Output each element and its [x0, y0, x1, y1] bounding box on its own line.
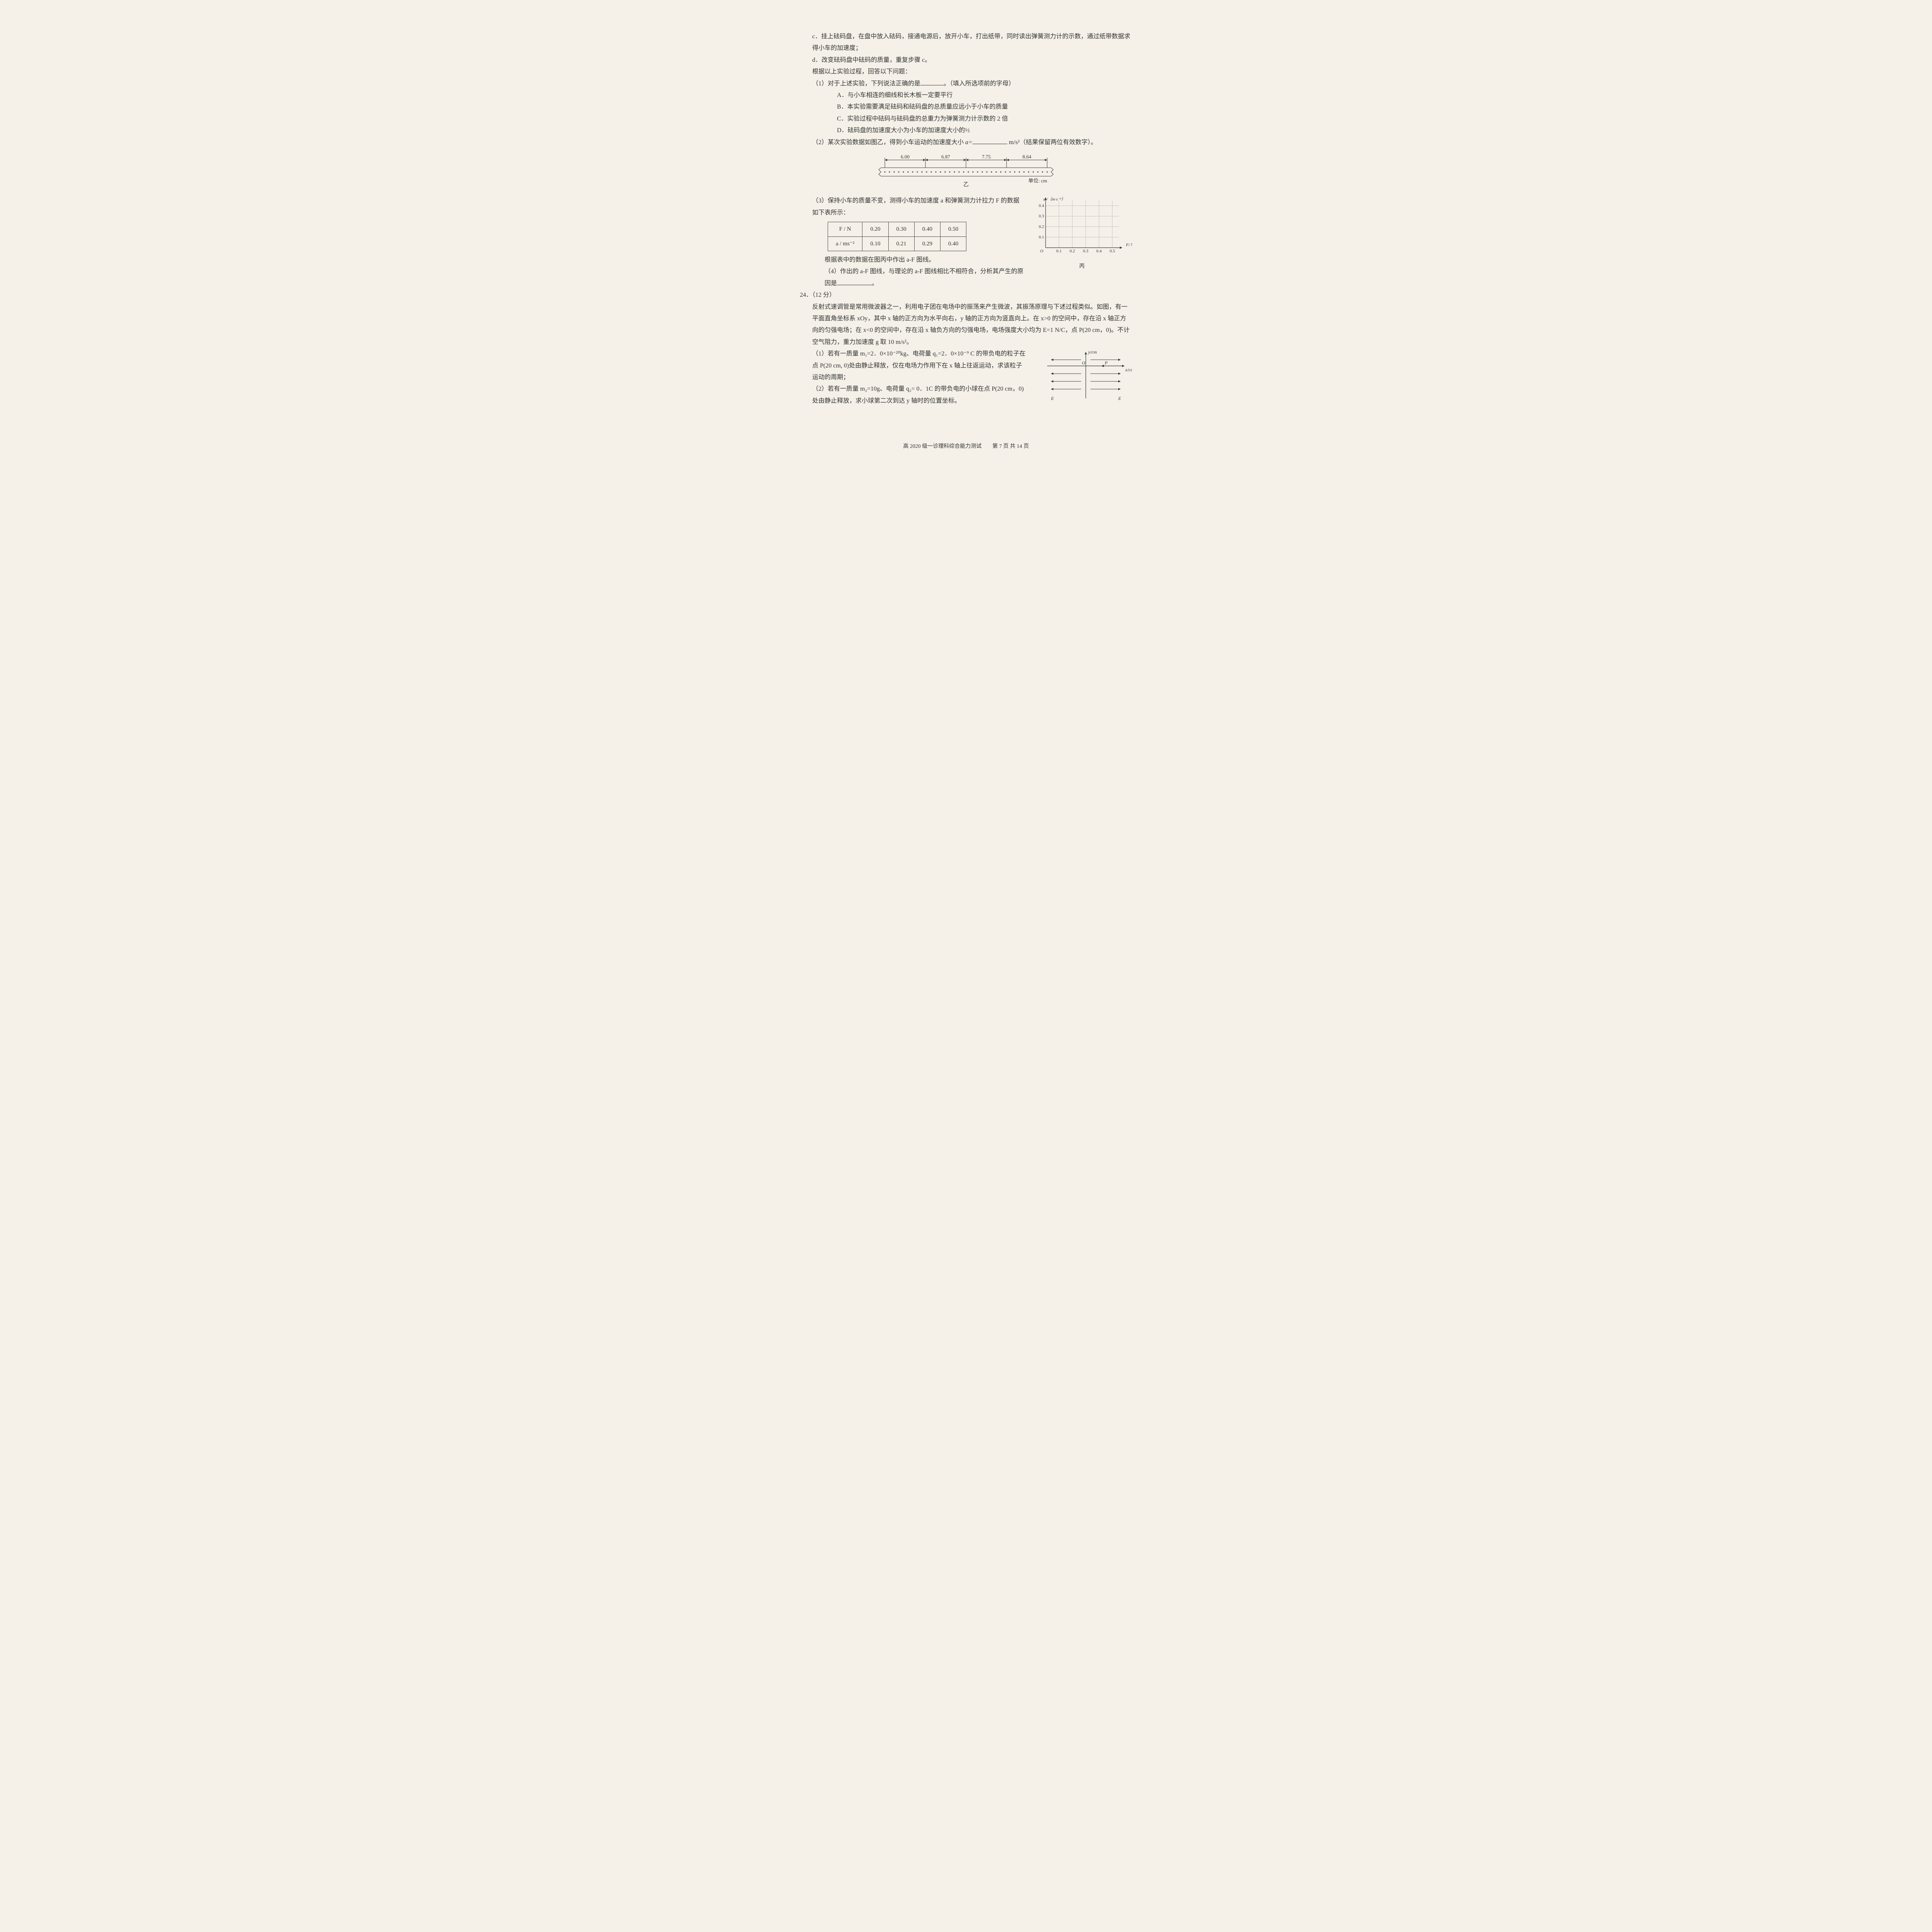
- svg-text:a /（m·s⁻²）: a /（m·s⁻²）: [1043, 197, 1065, 202]
- q3-a-3: 0.40: [940, 236, 966, 251]
- efield-diagram: y/cm x/cm O P E E: [1039, 348, 1132, 406]
- q3-table-row-F: F / N 0.20 0.30 0.40 0.50: [828, 222, 966, 237]
- q1-option-D: D．砝码盘的加速度大小为小车的加速度大小的½: [800, 125, 1132, 136]
- tape-diagram: 6.00 6.87 7.75 8.64 单位: cm 乙: [800, 152, 1132, 191]
- graph-svg: 0.1 0.2 0.3 0.4 0.5 0.1 0.2 0.3 0.4 O F/ N a /（m·s⁻…: [1032, 195, 1132, 257]
- step-d: d．改变砝码盘中砝码的质量，重复步骤 c。: [800, 54, 1132, 66]
- svg-text:O: O: [1040, 249, 1043, 253]
- svg-text:0.3: 0.3: [1083, 249, 1088, 253]
- q3-F-3: 0.50: [940, 222, 966, 237]
- svg-text:0.1: 0.1: [1039, 235, 1044, 240]
- svg-text:7.75: 7.75: [982, 154, 991, 160]
- svg-text:E: E: [1051, 396, 1054, 401]
- svg-text:6.00: 6.00: [901, 154, 910, 160]
- steps-intro: 根据以上实验过程，回答以下问题：: [800, 66, 1132, 78]
- svg-text:乙: 乙: [963, 182, 969, 187]
- q2-stem: （2）某次实验数据如图乙，得到小车运动的加速度大小 a= m/s²（结果保留两位…: [800, 137, 1132, 148]
- q3-table: F / N 0.20 0.30 0.40 0.50 a / ms⁻² 0.10 …: [828, 222, 966, 251]
- q3-a-1: 0.21: [888, 236, 914, 251]
- q1-stem-text: （1）对于上述实验，下列说法正确的是: [812, 80, 920, 87]
- q2-unit: m/s²（结果保留两位有效数字）。: [1007, 139, 1097, 146]
- svg-text:0.4: 0.4: [1096, 249, 1102, 253]
- svg-text:0.5: 0.5: [1110, 249, 1115, 253]
- q3-a-header: a / ms⁻²: [828, 236, 862, 251]
- q3-F-header: F / N: [828, 222, 862, 237]
- q1-option-C: C．实验过程中砝码与砝码盘的总重力为弹簧测力计示数的 2 倍: [800, 113, 1132, 125]
- page-footer: 高 2020 级一诊理科综合能力测试 第 7 页 共 14 页: [800, 442, 1132, 452]
- page-container: c．挂上砝码盘，在盘中放入砝码，接通电源后，放开小车，打出纸带，同时读出弹簧测力…: [800, 31, 1132, 452]
- q2-pre: （2）某次实验数据如图乙，得到小车运动的加速度大小: [812, 139, 965, 146]
- svg-text:x/cm: x/cm: [1125, 367, 1132, 372]
- q1-stem: （1）对于上述实验，下列说法正确的是 。（填入所选项前的字母）: [800, 78, 1132, 90]
- p24-subs: y/cmx/cmOPEE （1）若有一质量 m₁=2．0×10⁻²⁰kg、电荷量…: [800, 348, 1132, 410]
- q1-tail: 。（填入所选项前的字母）: [944, 80, 1015, 87]
- svg-text:E: E: [1118, 396, 1121, 401]
- svg-text:F/ N: F/ N: [1126, 243, 1132, 247]
- svg-text:单位: cm: 单位: cm: [1028, 178, 1047, 184]
- tape-svg: 6.00 6.87 7.75 8.64 单位: cm 乙: [873, 152, 1059, 187]
- p24-para: 反射式速调管是常用微波器之一，利用电子团在电场中的振荡来产生微波，其振荡原理与下…: [800, 301, 1132, 349]
- q2-a-eq: a=: [965, 139, 973, 146]
- svg-text:0.1: 0.1: [1056, 249, 1062, 253]
- svg-text:8.64: 8.64: [1022, 154, 1031, 160]
- q1-blank: [920, 79, 944, 85]
- q3-a-0: 0.10: [862, 236, 888, 251]
- svg-text:0.2: 0.2: [1070, 249, 1075, 253]
- svg-text:0.3: 0.3: [1039, 214, 1044, 219]
- q2-blank: [973, 138, 1007, 144]
- q3-F-2: 0.40: [914, 222, 940, 237]
- step-c: c．挂上砝码盘，在盘中放入砝码，接通电源后，放开小车，打出纸带，同时读出弹簧测力…: [800, 31, 1132, 54]
- svg-text:6.87: 6.87: [941, 154, 950, 160]
- svg-text:y/cm: y/cm: [1088, 349, 1097, 355]
- q3-a-2: 0.29: [914, 236, 940, 251]
- efield-svg: y/cm x/cm O P E E: [1039, 348, 1132, 402]
- svg-text:O: O: [1082, 360, 1085, 366]
- q3-F-1: 0.30: [888, 222, 914, 237]
- q1-option-B: B．本实验需要满足砝码和砝码盘的总质量应远小于小车的质量: [800, 101, 1132, 113]
- q3-F-0: 0.20: [862, 222, 888, 237]
- q4-blank: [837, 279, 872, 285]
- svg-text:0.4: 0.4: [1039, 204, 1044, 208]
- svg-text:P: P: [1104, 360, 1108, 366]
- q1-option-A: A．与小车相连的细线和长木板一定要平行: [800, 90, 1132, 101]
- q1-D-pre: D．砝码盘的加速度大小为小车的加速度大小的: [837, 127, 965, 134]
- svg-text:0.2: 0.2: [1039, 224, 1044, 229]
- graph-caption: 丙: [1032, 262, 1132, 272]
- q3-block: 0.1 0.2 0.3 0.4 0.5 0.1 0.2 0.3 0.4 O F/ N a /（m·s⁻…: [800, 195, 1132, 289]
- q4-tail: 。: [872, 280, 878, 287]
- q3-table-row-a: a / ms⁻² 0.10 0.21 0.29 0.40: [828, 236, 966, 251]
- p24-heading: 24．（12 分）: [800, 289, 1132, 301]
- graph-container: 0.1 0.2 0.3 0.4 0.5 0.1 0.2 0.3 0.4 O F/ N a /（m·s⁻…: [1032, 195, 1132, 272]
- q1-D-frac: ½: [965, 127, 970, 134]
